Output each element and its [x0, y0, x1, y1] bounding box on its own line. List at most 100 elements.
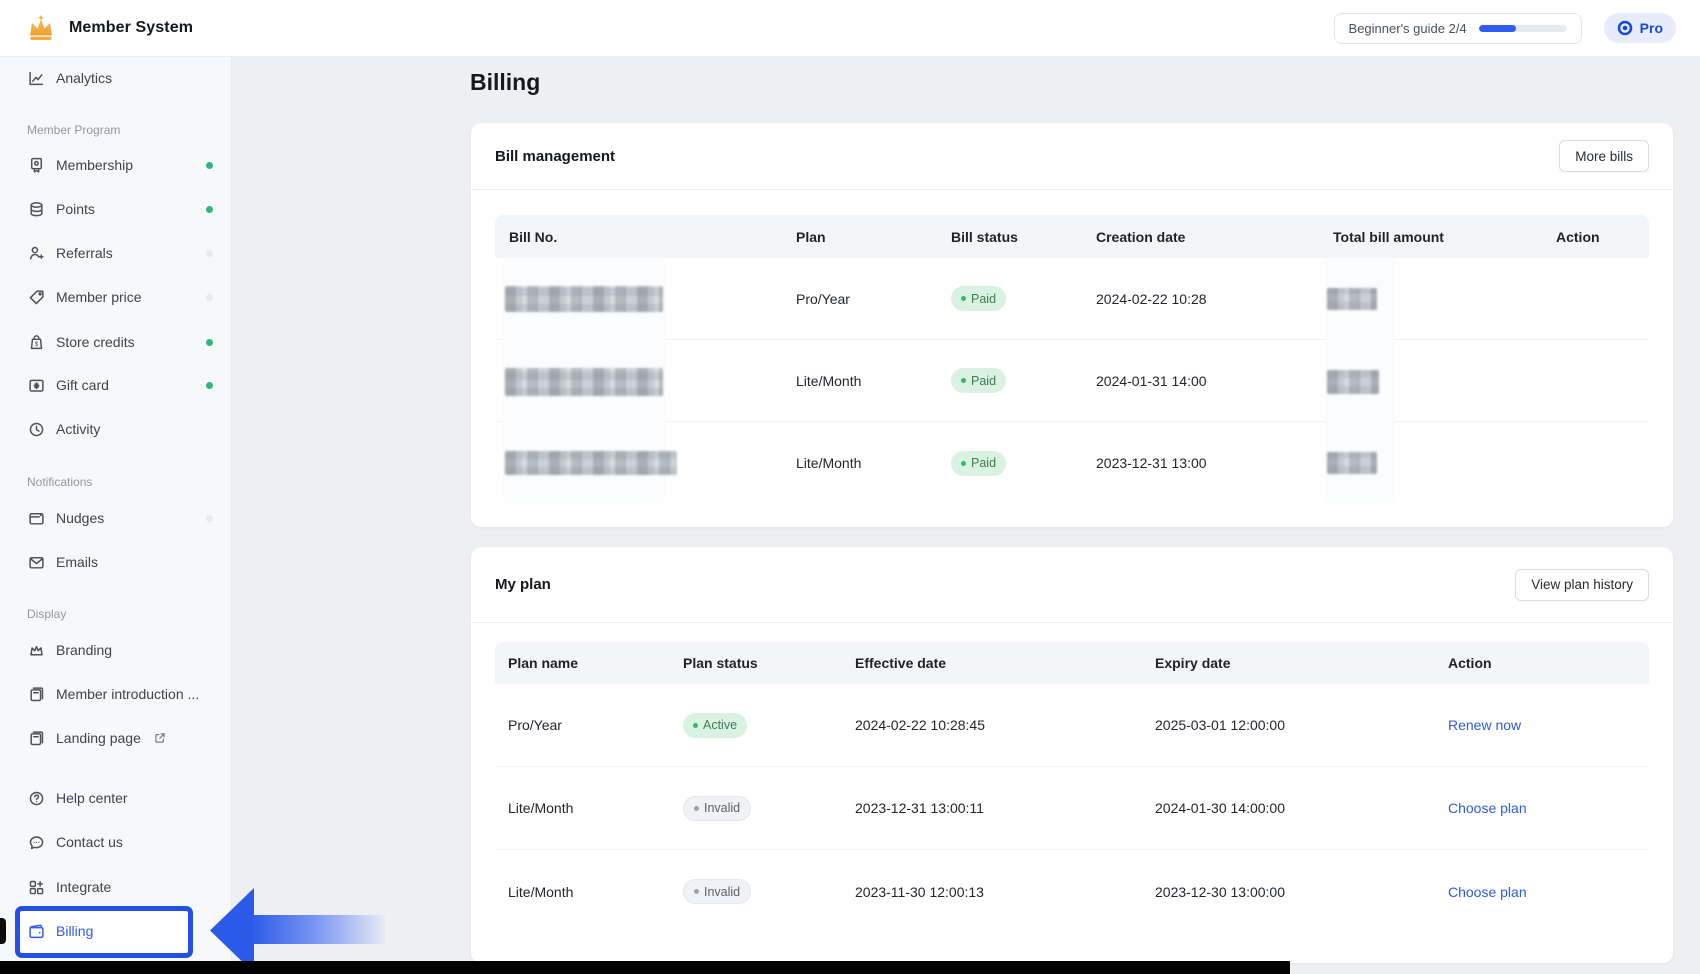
choose-plan-link[interactable]: Choose plan [1448, 800, 1527, 816]
main-content: Billing Bill management More bills Bill … [232, 57, 1700, 974]
sidebar-section-member-program: Member Program [27, 123, 121, 137]
status-dot-gray [206, 515, 213, 522]
status-badge-invalid: Invalid [683, 879, 752, 904]
col-action: Action [1448, 655, 1492, 671]
page-title: Billing [470, 69, 541, 95]
wallet-icon [28, 923, 45, 940]
sidebar-section-notifications: Notifications [27, 475, 93, 489]
table-row: Pro/Year Active 2024-02-22 10:28:45 2025… [495, 684, 1649, 767]
choose-plan-link[interactable]: Choose plan [1448, 883, 1527, 900]
sidebar-item-membership[interactable]: Membership [0, 150, 232, 180]
plans-table-header: Plan name Plan status Effective date Exp… [495, 642, 1649, 684]
referrals-icon [28, 245, 45, 262]
renew-now-link[interactable]: Renew now [1448, 717, 1522, 733]
points-icon [28, 201, 45, 218]
beginners-guide-label: Beginner's guide 2/4 [1348, 20, 1467, 36]
redacted-bill-no [505, 368, 663, 396]
col-total-bill-amount: Total bill amount [1333, 228, 1444, 245]
col-creation-date: Creation date [1096, 228, 1186, 245]
status-dot-green [206, 162, 213, 169]
external-link-icon [154, 732, 166, 744]
table-row: Pro/Year Paid 2024-02-22 10:28 [495, 258, 1649, 340]
sidebar-item-nudges[interactable]: Nudges [0, 503, 232, 533]
my-plan-card: My plan View plan history Plan name Plan… [471, 547, 1673, 963]
col-action: Action [1556, 228, 1600, 245]
sidebar-item-branding[interactable]: Branding [0, 635, 232, 665]
col-plan-status: Plan status [683, 655, 758, 671]
annotation-black-notch [0, 918, 6, 944]
membership-icon [28, 157, 45, 174]
app-header: Member System Beginner's guide 2/4 Pro [0, 0, 1700, 57]
status-dot-green [206, 339, 213, 346]
crown-logo-icon [30, 14, 52, 40]
col-plan-name: Plan name [508, 655, 579, 671]
sidebar-item-store-credits[interactable]: $ Store credits [0, 327, 232, 357]
nudges-icon [28, 510, 45, 527]
envelope-icon [28, 554, 45, 571]
col-bill-status: Bill status [951, 228, 1018, 245]
redacted-amount [1327, 370, 1379, 394]
status-badge-active: Active [683, 712, 748, 738]
sidebar-item-activity[interactable]: Activity [0, 414, 232, 444]
sidebar-item-integrate[interactable]: Integrate [0, 872, 232, 902]
gift-card-icon [28, 377, 45, 394]
bills-table-header: Bill No. Plan Bill status Creation date … [495, 215, 1649, 258]
pro-badge-label: Pro [1639, 20, 1663, 36]
annotation-highlight-box [15, 906, 193, 958]
view-plan-history-button[interactable]: View plan history [1515, 568, 1649, 601]
analytics-icon [28, 70, 45, 87]
question-circle-icon [28, 790, 45, 807]
brand: Member System [26, 13, 193, 43]
price-tag-icon [28, 289, 45, 306]
document-icon [28, 730, 45, 747]
redacted-amount [1327, 288, 1377, 310]
table-row: Lite/Month Paid 2024-01-31 14:00 [495, 340, 1649, 422]
sidebar-item-points[interactable]: Points [0, 194, 232, 224]
bill-management-card: Bill management More bills Bill No. Plan… [471, 123, 1673, 527]
sidebar-item-referrals[interactable]: Referrals [0, 238, 232, 268]
more-bills-button[interactable]: More bills [1559, 140, 1649, 172]
document-icon [28, 686, 45, 703]
sidebar-item-contact-us[interactable]: Contact us [0, 827, 232, 857]
annotation-black-bar [0, 961, 1290, 974]
sidebar-item-landing-page[interactable]: Landing page [0, 723, 232, 753]
sidebar-item-gift-card[interactable]: Gift card [0, 370, 232, 400]
svg-text:$: $ [35, 340, 39, 347]
sidebar-item-billing[interactable]: Billing [0, 916, 232, 946]
beginners-guide[interactable]: Beginner's guide 2/4 [1333, 12, 1582, 44]
pro-badge[interactable]: Pro [1603, 13, 1676, 43]
bills-table: Bill No. Plan Bill status Creation date … [495, 215, 1649, 504]
guide-progress-fill [1478, 24, 1516, 32]
sidebar-item-member-price[interactable]: Member price [0, 282, 232, 312]
sidebar-item-emails[interactable]: Emails [0, 547, 232, 577]
status-badge-paid: Paid [951, 286, 1007, 311]
my-plan-title: My plan [495, 576, 551, 593]
sidebar: Analytics Member Program Membership Poin… [0, 57, 232, 974]
table-row: Lite/Month Invalid 2023-11-30 12:00:13 2… [495, 850, 1649, 933]
status-dot-gray [206, 250, 213, 257]
integrate-blocks-icon [28, 879, 45, 896]
status-dot-green [206, 206, 213, 213]
col-bill-no: Bill No. [509, 228, 558, 245]
sidebar-item-analytics[interactable]: Analytics [0, 63, 232, 93]
redacted-bill-no [505, 451, 677, 475]
sidebar-item-member-introduction[interactable]: Member introduction ... [0, 679, 232, 709]
annotation-arrow-tail [252, 915, 385, 944]
table-row: Lite/Month Invalid 2023-12-31 13:00:11 2… [495, 767, 1649, 850]
status-dot-green [206, 382, 213, 389]
store-credits-icon: $ [28, 334, 45, 351]
sidebar-item-help-center[interactable]: Help center [0, 783, 232, 813]
col-expiry-date: Expiry date [1155, 655, 1231, 671]
pro-plan-icon [1617, 20, 1632, 36]
table-row: Lite/Month Paid 2023-12-31 13:00 [495, 422, 1649, 504]
redacted-amount [1327, 452, 1377, 474]
status-badge-paid: Paid [951, 368, 1007, 393]
sidebar-section-display: Display [27, 607, 67, 621]
plans-table: Plan name Plan status Effective date Exp… [495, 642, 1649, 933]
status-badge-paid: Paid [951, 450, 1007, 476]
guide-progress-track [1478, 24, 1567, 32]
col-plan: Plan [796, 228, 826, 245]
clock-icon [28, 421, 45, 438]
bill-management-title: Bill management [495, 147, 616, 165]
status-dot-gray [206, 294, 213, 301]
